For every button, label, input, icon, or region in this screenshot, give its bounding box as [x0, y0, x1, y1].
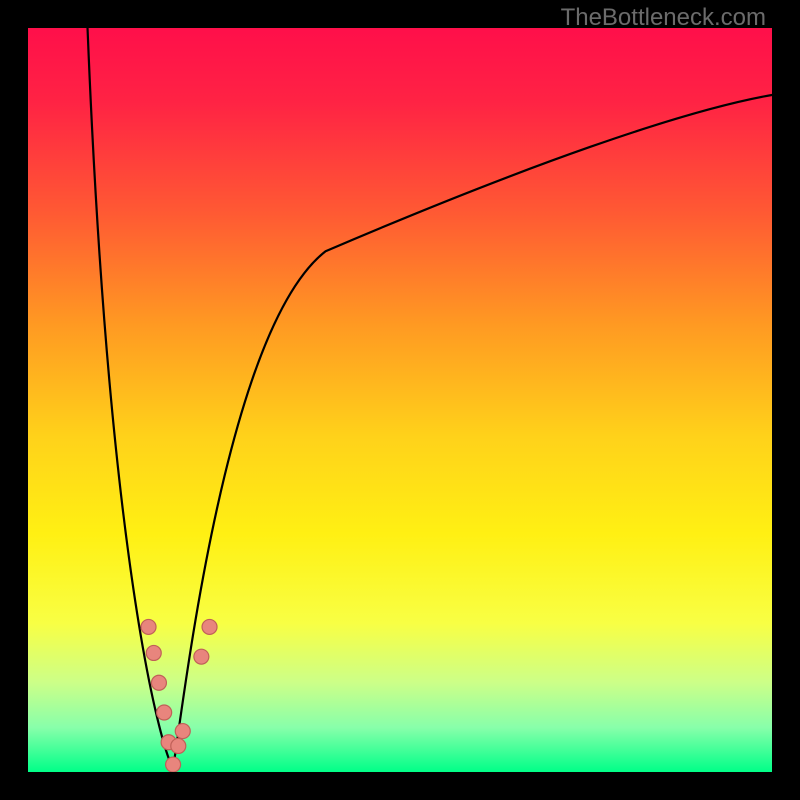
- data-marker: [146, 645, 161, 660]
- data-marker: [194, 649, 209, 664]
- chart-frame: TheBottleneck.com: [0, 0, 800, 800]
- data-marker: [202, 619, 217, 634]
- data-marker: [141, 619, 156, 634]
- plot-svg: [28, 28, 772, 772]
- bottleneck-curve: [173, 95, 772, 768]
- data-marker: [175, 724, 190, 739]
- data-marker: [171, 738, 186, 753]
- data-marker: [151, 675, 166, 690]
- watermark-text: TheBottleneck.com: [561, 4, 766, 32]
- data-marker: [157, 705, 172, 720]
